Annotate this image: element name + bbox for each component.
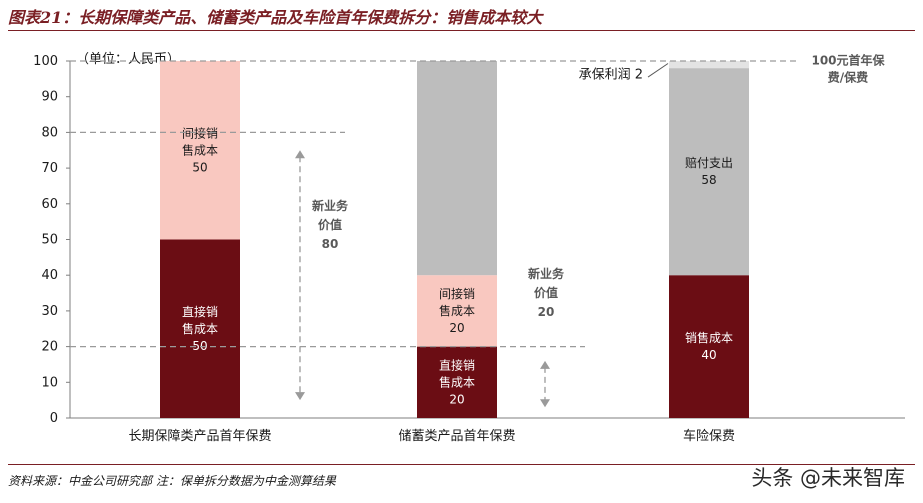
new-business-arrow-2-head-bottom bbox=[540, 399, 550, 408]
chart-title: 图表21：长期保障类产品、储蓄类产品及车险首年保费拆分：销售成本较大 bbox=[8, 8, 543, 27]
segment-label: 销售成本 40 bbox=[685, 330, 733, 362]
footer-divider bbox=[8, 464, 915, 465]
y-tick-label: 10 bbox=[41, 375, 58, 390]
new-business-arrow-1-head-bottom bbox=[295, 392, 305, 401]
y-tick-label: 20 bbox=[41, 340, 58, 355]
y-tick-label: 30 bbox=[41, 304, 58, 319]
bar-segment bbox=[417, 275, 497, 347]
segment-label: 赔付支出 58 bbox=[685, 155, 733, 187]
bar-segment bbox=[669, 61, 749, 69]
y-tick-label: 70 bbox=[41, 161, 58, 176]
y-tick-label: 40 bbox=[41, 268, 58, 283]
bar-segment bbox=[160, 61, 240, 240]
watermark: 头条 @未来智库 bbox=[751, 466, 905, 490]
new-business-arrow-2-head-top bbox=[540, 360, 550, 369]
y-tick-label: 0 bbox=[50, 411, 58, 426]
segment-label: 间接销售成本 50 bbox=[182, 125, 218, 174]
bar-segment bbox=[669, 68, 749, 276]
bar-segment bbox=[417, 61, 497, 276]
x-category-label: 长期保障类产品首年保费 bbox=[128, 429, 271, 444]
annotation-premium-100: 100元首年保费/保费 bbox=[811, 52, 885, 84]
bar-segment bbox=[669, 275, 749, 418]
x-category-label: 车险保费 bbox=[683, 428, 735, 444]
unit-label: （单位：人民币） bbox=[76, 52, 180, 67]
bar-segment bbox=[160, 239, 240, 418]
title-divider bbox=[8, 30, 915, 31]
y-tick-label: 50 bbox=[41, 233, 58, 248]
y-tick-label: 90 bbox=[41, 90, 58, 105]
annotation-new-business-2: 新业务价值 20 bbox=[528, 266, 565, 319]
y-tick-label: 80 bbox=[41, 125, 58, 140]
segment-label: 直接销售成本 20 bbox=[439, 357, 475, 406]
y-tick-label: 100 bbox=[33, 54, 58, 69]
source-note: 资料来源：中金公司研究部 注：保单拆分数据为中金测算结果 bbox=[8, 474, 336, 488]
bar-segment bbox=[417, 346, 497, 418]
annotation-new-business-1: 新业务价值 80 bbox=[312, 198, 349, 251]
annotation-underwriting-profit: 承保利润 2 bbox=[579, 68, 643, 83]
segment-label: 间接销售成本 20 bbox=[439, 286, 475, 335]
underwriting-leader-line bbox=[647, 63, 669, 78]
segment-label: 直接销售成本 50 bbox=[182, 304, 218, 353]
x-category-label: 储蓄类产品首年保费 bbox=[398, 429, 515, 444]
new-business-arrow-1-head-top bbox=[295, 150, 305, 159]
y-tick-label: 60 bbox=[41, 197, 58, 212]
